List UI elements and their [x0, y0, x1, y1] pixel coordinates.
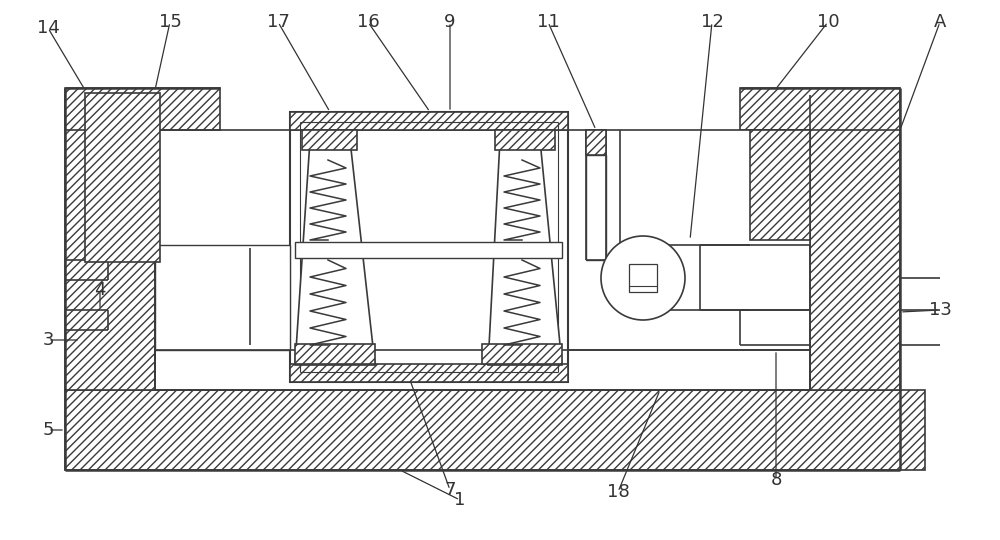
Text: 14: 14 — [37, 19, 59, 37]
Polygon shape — [488, 140, 562, 365]
Bar — [65, 95, 155, 390]
Bar — [295, 344, 375, 364]
Text: A: A — [934, 13, 946, 31]
Bar — [155, 310, 250, 345]
Bar — [155, 245, 290, 350]
Text: 12: 12 — [701, 13, 723, 31]
Bar — [302, 130, 357, 150]
Text: 16: 16 — [357, 13, 379, 31]
Text: 18: 18 — [607, 483, 629, 501]
Bar — [586, 130, 606, 155]
Text: 3: 3 — [42, 331, 54, 349]
Text: 8: 8 — [770, 471, 782, 489]
Bar — [810, 95, 900, 390]
Bar — [740, 88, 900, 130]
Circle shape — [601, 236, 685, 320]
Text: 9: 9 — [444, 13, 456, 31]
Text: 7: 7 — [444, 481, 456, 499]
Text: 4: 4 — [94, 281, 106, 299]
Bar — [495, 130, 555, 150]
Bar — [620, 130, 810, 245]
Bar — [629, 264, 657, 292]
Polygon shape — [295, 140, 375, 365]
Text: 10: 10 — [817, 13, 839, 31]
Bar — [290, 364, 568, 382]
Bar — [155, 350, 810, 390]
Bar — [750, 130, 810, 240]
Bar — [155, 130, 810, 390]
Text: 11: 11 — [537, 13, 559, 31]
Text: 6: 6 — [134, 191, 146, 209]
Bar — [155, 95, 745, 130]
Bar — [155, 248, 250, 280]
Text: 15: 15 — [159, 13, 181, 31]
Bar — [85, 93, 160, 262]
Bar — [65, 88, 220, 130]
Bar — [65, 390, 925, 470]
Bar — [586, 155, 606, 260]
Bar — [482, 344, 562, 364]
Bar — [295, 242, 562, 258]
Text: 2: 2 — [112, 229, 124, 247]
Text: 13: 13 — [929, 301, 951, 319]
Text: 5: 5 — [42, 421, 54, 439]
Text: 1: 1 — [454, 491, 466, 509]
Text: 17: 17 — [267, 13, 289, 31]
Bar — [290, 112, 568, 382]
Bar — [290, 112, 568, 130]
